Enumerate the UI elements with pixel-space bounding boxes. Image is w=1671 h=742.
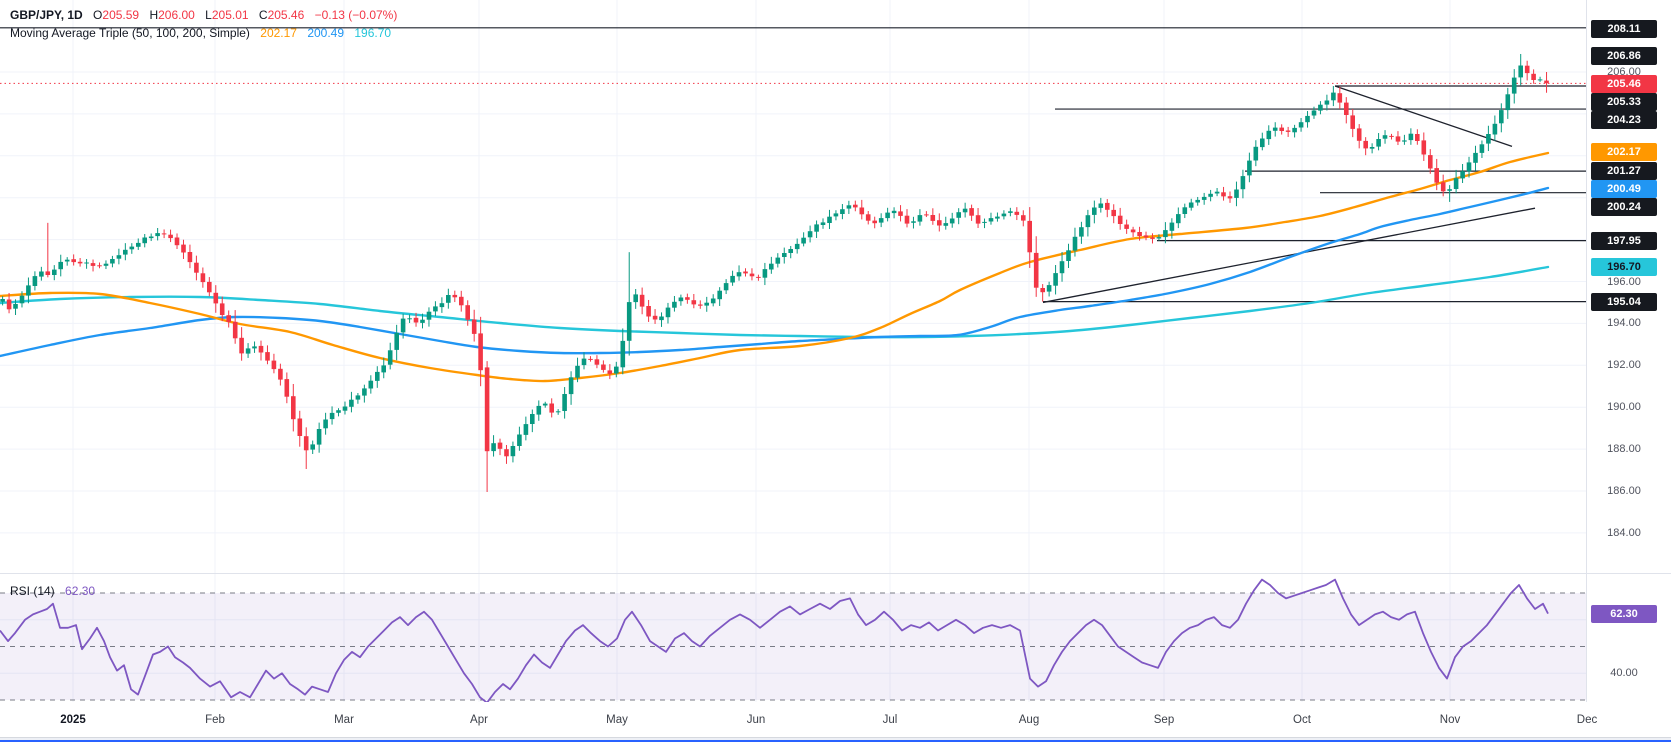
axis-label-188.00: 188.00 xyxy=(1607,443,1641,455)
time-label-Aug: Aug xyxy=(1018,714,1040,726)
time-label-May: May xyxy=(606,714,628,726)
gridlines xyxy=(0,0,1586,702)
axis-badge-205.33: 205.33 xyxy=(1591,93,1657,111)
ma200-value: 196.70 xyxy=(354,26,392,40)
axis-label-196.00: 196.00 xyxy=(1607,276,1641,288)
axis-badge-204.23: 204.23 xyxy=(1591,111,1657,129)
bottom-strip xyxy=(0,737,1671,741)
axis-badge-62.30: 62.30 xyxy=(1591,605,1657,623)
rsi-indicator-title: RSI (14) xyxy=(10,584,55,598)
axis-badge-200.49: 200.49 xyxy=(1591,180,1657,198)
ma50-line[interactable] xyxy=(0,151,1550,383)
axis-label-194.00: 194.00 xyxy=(1607,317,1641,329)
axis-badge-205.46: 205.46 xyxy=(1591,75,1657,93)
rsi-value: 62.30 xyxy=(65,584,96,598)
rsi-line[interactable] xyxy=(0,578,1549,704)
axis-badge-195.04: 195.04 xyxy=(1591,293,1657,311)
bottom-blue-bar xyxy=(0,740,1671,742)
horizontal-level-lines[interactable] xyxy=(0,27,1586,303)
axis-badge-201.27: 201.27 xyxy=(1591,162,1657,180)
axis-badge-197.95: 197.95 xyxy=(1591,232,1657,250)
axis-label-184.00: 184.00 xyxy=(1607,527,1641,539)
open-label: O xyxy=(93,8,103,22)
time-label-2025: 2025 xyxy=(60,714,86,726)
high-label: H xyxy=(149,8,159,22)
time-label-Jul: Jul xyxy=(882,714,898,726)
ma100-value: 200.49 xyxy=(307,26,345,40)
time-label-Jun: Jun xyxy=(746,714,766,726)
close-value: 205.46 xyxy=(267,8,305,22)
time-label-Dec: Dec xyxy=(1576,714,1598,726)
high-value: 206.00 xyxy=(158,8,195,22)
time-label-Apr: Apr xyxy=(470,714,488,726)
time-label-Sep: Sep xyxy=(1153,714,1175,726)
change-value: −0.13 (−0.07%) xyxy=(314,8,398,22)
open-value: 205.59 xyxy=(102,8,140,22)
candle-bodies xyxy=(0,65,1549,457)
ma50-value: 202.17 xyxy=(260,26,297,40)
trendlines[interactable] xyxy=(1042,85,1536,304)
axis-badge-202.17: 202.17 xyxy=(1591,143,1657,161)
time-label-Oct: Oct xyxy=(1293,714,1311,726)
time-label-Nov: Nov xyxy=(1439,714,1461,726)
low-value: 205.01 xyxy=(211,8,249,22)
axis-badge-200.24: 200.24 xyxy=(1591,198,1657,216)
ma100-line[interactable] xyxy=(0,186,1550,358)
close-label: C xyxy=(258,8,268,22)
rsi-dashed-levels xyxy=(0,592,1586,701)
axis-badge-208.11: 208.11 xyxy=(1591,20,1657,38)
candle-wicks xyxy=(2,53,1548,493)
axis-label-186.00: 186.00 xyxy=(1607,485,1641,497)
ma200-line[interactable] xyxy=(0,265,1550,339)
axis-label-40.00: 40.00 xyxy=(1610,667,1638,679)
symbol-title: GBP/JPY, 1D xyxy=(10,8,83,22)
axis-label-192.00: 192.00 xyxy=(1607,359,1641,371)
low-label: L xyxy=(205,8,212,22)
time-label-Mar: Mar xyxy=(334,714,354,726)
axis-label-190.00: 190.00 xyxy=(1607,401,1641,413)
axis-badge-206.86: 206.86 xyxy=(1591,47,1657,65)
ma-indicator-legend[interactable]: Moving Average Triple (50, 100, 200, Sim… xyxy=(10,26,398,40)
symbol-legend[interactable]: GBP/JPY, 1D O205.59 H206.00 L205.01 C205… xyxy=(10,8,404,22)
rsi-indicator-legend[interactable]: RSI (14) 62.30 xyxy=(10,584,102,598)
ma-indicator-title: Moving Average Triple (50, 100, 200, Sim… xyxy=(10,26,250,40)
time-axis[interactable]: 2025 Feb Mar Apr May Jun Jul Aug Sep Oct Nov Dec xyxy=(0,702,1671,737)
time-label-Feb: Feb xyxy=(205,714,225,726)
axis-badge-196.70: 196.70 xyxy=(1591,258,1657,276)
